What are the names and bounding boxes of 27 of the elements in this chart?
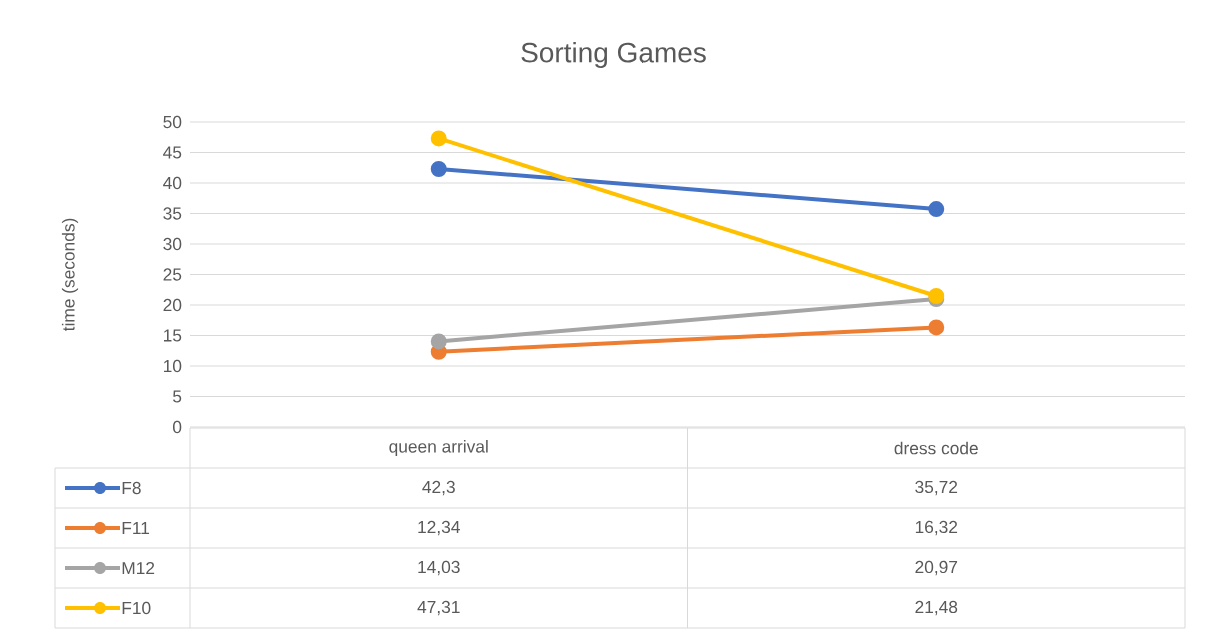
y-tick-label: 25 bbox=[163, 268, 182, 281]
y-tick-label: 5 bbox=[173, 390, 182, 403]
data-label: 42,3 bbox=[422, 480, 455, 496]
y-tick-label: 15 bbox=[163, 329, 182, 342]
legend-label: F10 bbox=[122, 601, 151, 615]
y-tick-label: 45 bbox=[163, 146, 182, 159]
x-tick-label: queen arrival bbox=[389, 439, 488, 457]
y-tick-label: 0 bbox=[172, 420, 182, 434]
data-label: 14,03 bbox=[418, 560, 460, 576]
data-label: 21,48 bbox=[915, 600, 958, 616]
x-tick-label: dress code bbox=[894, 441, 978, 455]
y-axis-title: time (seconds) bbox=[61, 218, 79, 332]
y-tick-label: 20 bbox=[163, 298, 182, 312]
legend-label: F11 bbox=[122, 522, 150, 534]
y-tick-label: 35 bbox=[163, 207, 182, 220]
y-tick-label: 50 bbox=[163, 115, 182, 129]
data-label: 12,34 bbox=[418, 520, 460, 536]
data-label: 35,72 bbox=[915, 480, 958, 496]
data-label: 16,32 bbox=[915, 520, 958, 536]
data-label: 47,31 bbox=[417, 600, 460, 616]
y-tick-label: 40 bbox=[163, 176, 182, 190]
legend-label: F8 bbox=[122, 481, 141, 495]
y-tick-label: 10 bbox=[163, 359, 182, 373]
data-label: 20,97 bbox=[915, 560, 958, 576]
y-tick-label: 30 bbox=[163, 237, 182, 251]
legend-label: M12 bbox=[122, 561, 155, 575]
chart-title: Sorting Games bbox=[521, 41, 706, 69]
